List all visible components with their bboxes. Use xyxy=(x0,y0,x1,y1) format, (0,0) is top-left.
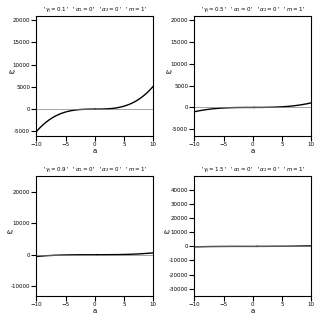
Title: '$\gamma_j = 1.5$' '$\alpha_1 = 0$' '$\alpha_2 = 0$' '$m = 1$': '$\gamma_j = 1.5$' '$\alpha_1 = 0$' '$\a… xyxy=(200,165,306,176)
X-axis label: a: a xyxy=(251,148,255,155)
X-axis label: a: a xyxy=(92,308,97,315)
Y-axis label: $\omega$: $\omega$ xyxy=(5,228,13,236)
Y-axis label: $\omega$: $\omega$ xyxy=(8,68,15,76)
Y-axis label: $\omega$: $\omega$ xyxy=(165,68,173,76)
X-axis label: a: a xyxy=(92,148,97,155)
Title: '$\gamma_j = 0.1$' '$\alpha_1 = 0$' '$\alpha_2 = 0$' '$m = 1$': '$\gamma_j = 0.1$' '$\alpha_1 = 0$' '$\a… xyxy=(42,5,148,16)
Title: '$\gamma_j = 0.9$' '$\alpha_1 = 0$' '$\alpha_2 = 0$' '$m = 1$': '$\gamma_j = 0.9$' '$\alpha_1 = 0$' '$\a… xyxy=(42,165,148,176)
X-axis label: a: a xyxy=(251,308,255,315)
Title: '$\gamma_j = 0.5$' '$\alpha_1 = 0$' '$\alpha_2 = 0$' '$m = 1$': '$\gamma_j = 0.5$' '$\alpha_1 = 0$' '$\a… xyxy=(200,5,306,16)
Y-axis label: $\omega$: $\omega$ xyxy=(164,228,171,236)
